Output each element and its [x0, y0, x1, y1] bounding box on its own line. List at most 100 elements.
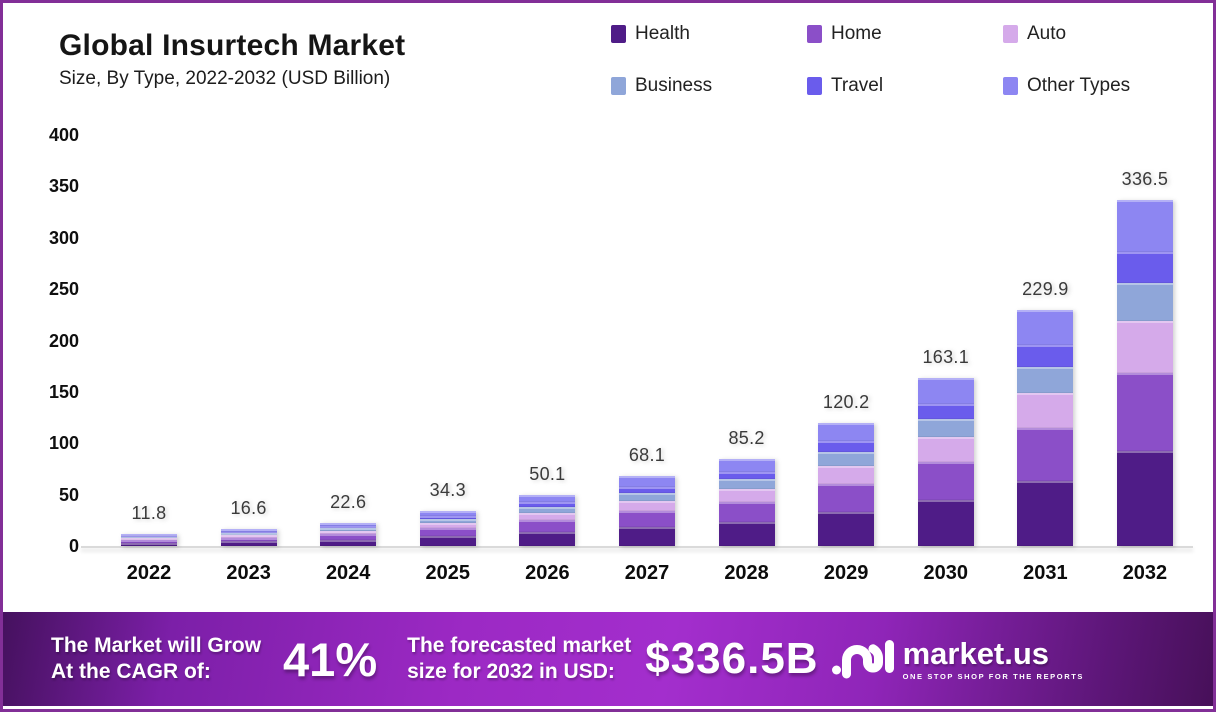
bar-2028: 85.2: [718, 428, 775, 546]
segment-auto: [917, 437, 974, 463]
segment-business: [917, 418, 974, 438]
bar-total-label: 50.1: [529, 463, 566, 484]
x-tick-label: 2031: [1023, 562, 1068, 584]
segment-business: [818, 452, 875, 466]
bar-total-label: 229.9: [1022, 278, 1069, 299]
title-block: Global Insurtech Market Size, By Type, 2…: [59, 29, 405, 90]
footer-banner: The Market will Grow At the CAGR of: 41%…: [3, 612, 1213, 706]
segment-business: [1116, 283, 1173, 322]
forecast-label: The forecasted market size for 2032 in U…: [407, 633, 632, 683]
y-tick-label: 100: [48, 433, 79, 454]
plot: 11.8 16.6 22.6 34.3 50.1 68.1 85.2 120.2 163.1 22…: [49, 125, 1193, 584]
x-axis-labels: 2022 2023 2024 2025 2026 2027 2028 2029 2030 2031…: [95, 562, 1187, 585]
bar-total-label: 22.6: [330, 491, 367, 512]
bar-2030: 163.1: [917, 347, 974, 546]
segment-travel: [320, 526, 377, 529]
bar-2029: 120.2: [818, 392, 875, 546]
brand-tagline: ONE STOP SHOP FOR THE REPORTS: [902, 671, 1085, 681]
x-tick-label: 2025: [425, 562, 471, 584]
x-axis-baseline: [81, 546, 1193, 548]
segment-business: [121, 536, 177, 539]
segment-home: [419, 528, 476, 537]
segment-travel: [419, 516, 476, 520]
segment-auto: [718, 489, 775, 503]
segment-business: [1017, 366, 1074, 393]
segment-home: [320, 534, 377, 540]
bar-2024: 22.6: [320, 492, 377, 546]
legend-swatch-icon: [807, 25, 822, 43]
cagr-label: The Market will Grow At the CAGR of:: [51, 633, 262, 683]
bar-total-label: 34.3: [429, 479, 466, 500]
segment-home: [220, 537, 277, 542]
bars: 11.8 16.6 22.6 34.3 50.1 68.1 85.2 120.2 163.1 22…: [95, 135, 1187, 546]
bar-2025: 34.3: [419, 480, 476, 546]
segment-travel: [1017, 345, 1074, 367]
legend-label: Health: [635, 23, 690, 44]
brand-block: market.us ONE STOP SHOP FOR THE REPORTS: [903, 638, 1084, 681]
segment-home: [818, 484, 875, 512]
segment-travel: [718, 471, 775, 480]
segment-other-types: [519, 494, 576, 503]
segment-home: [519, 520, 576, 532]
legend-item-auto: Auto: [1003, 23, 1199, 45]
y-tick-label: 50: [58, 484, 79, 505]
segment-travel: [220, 531, 277, 534]
legend-label: Auto: [1027, 23, 1067, 44]
legend-item-health: Health: [611, 23, 807, 45]
segment-health: [818, 512, 875, 546]
segment-other-types: [220, 529, 277, 532]
legend: Health Home Auto Business Travel Other Types: [611, 23, 1199, 97]
x-tick-label: 2022: [126, 562, 172, 584]
segment-business: [419, 519, 476, 524]
legend-item-business: Business: [611, 75, 807, 97]
segment-health: [121, 542, 177, 546]
forecast-value: $336.5B: [645, 634, 819, 683]
legend-label: Travel: [831, 75, 884, 96]
x-tick-label: 2024: [325, 562, 371, 584]
segment-auto: [1116, 321, 1173, 374]
bar-total-label: 336.5: [1121, 169, 1169, 190]
y-tick-label: 0: [68, 536, 79, 556]
brand-name: market.us: [902, 635, 1050, 671]
legend-item-travel: Travel: [807, 75, 1003, 97]
bar-2026: 50.1: [519, 464, 576, 546]
bar-2032: 336.5: [1116, 169, 1173, 546]
segment-health: [519, 531, 576, 546]
x-tick-label: 2029: [823, 562, 869, 584]
segment-auto: [818, 465, 875, 485]
x-tick-label: 2032: [1122, 562, 1168, 584]
segment-auto: [121, 538, 177, 540]
segment-other-types: [618, 476, 675, 487]
segment-home: [718, 502, 775, 522]
bar-2023: 16.6: [220, 498, 277, 546]
segment-auto: [220, 534, 277, 538]
legend-item-home: Home: [807, 23, 1003, 45]
segment-home: [121, 539, 177, 543]
legend-label: Business: [635, 75, 713, 96]
segment-travel: [121, 535, 177, 537]
segment-other-types: [419, 510, 476, 517]
segment-auto: [419, 523, 476, 529]
x-tick-label: 2030: [923, 562, 969, 584]
segment-travel: [917, 403, 974, 419]
bar-total-label: 120.2: [822, 391, 870, 412]
segment-other-types: [718, 458, 775, 472]
segment-health: [1017, 481, 1074, 546]
x-tick-label: 2026: [525, 562, 570, 584]
y-tick-label: 300: [48, 227, 79, 248]
legend-label: Other Types: [1027, 75, 1131, 96]
segment-health: [419, 536, 476, 546]
segment-other-types: [1116, 200, 1173, 253]
segment-other-types: [121, 534, 177, 536]
segment-health: [220, 541, 277, 546]
segment-auto: [519, 512, 576, 521]
segment-health: [1116, 451, 1173, 546]
cagr-value: 41%: [283, 632, 378, 686]
segment-other-types: [917, 378, 974, 404]
bar-2022: 11.8: [121, 503, 177, 546]
segment-travel: [618, 486, 675, 493]
segment-other-types: [1017, 309, 1074, 346]
segment-auto: [618, 500, 675, 512]
segment-health: [320, 539, 377, 546]
